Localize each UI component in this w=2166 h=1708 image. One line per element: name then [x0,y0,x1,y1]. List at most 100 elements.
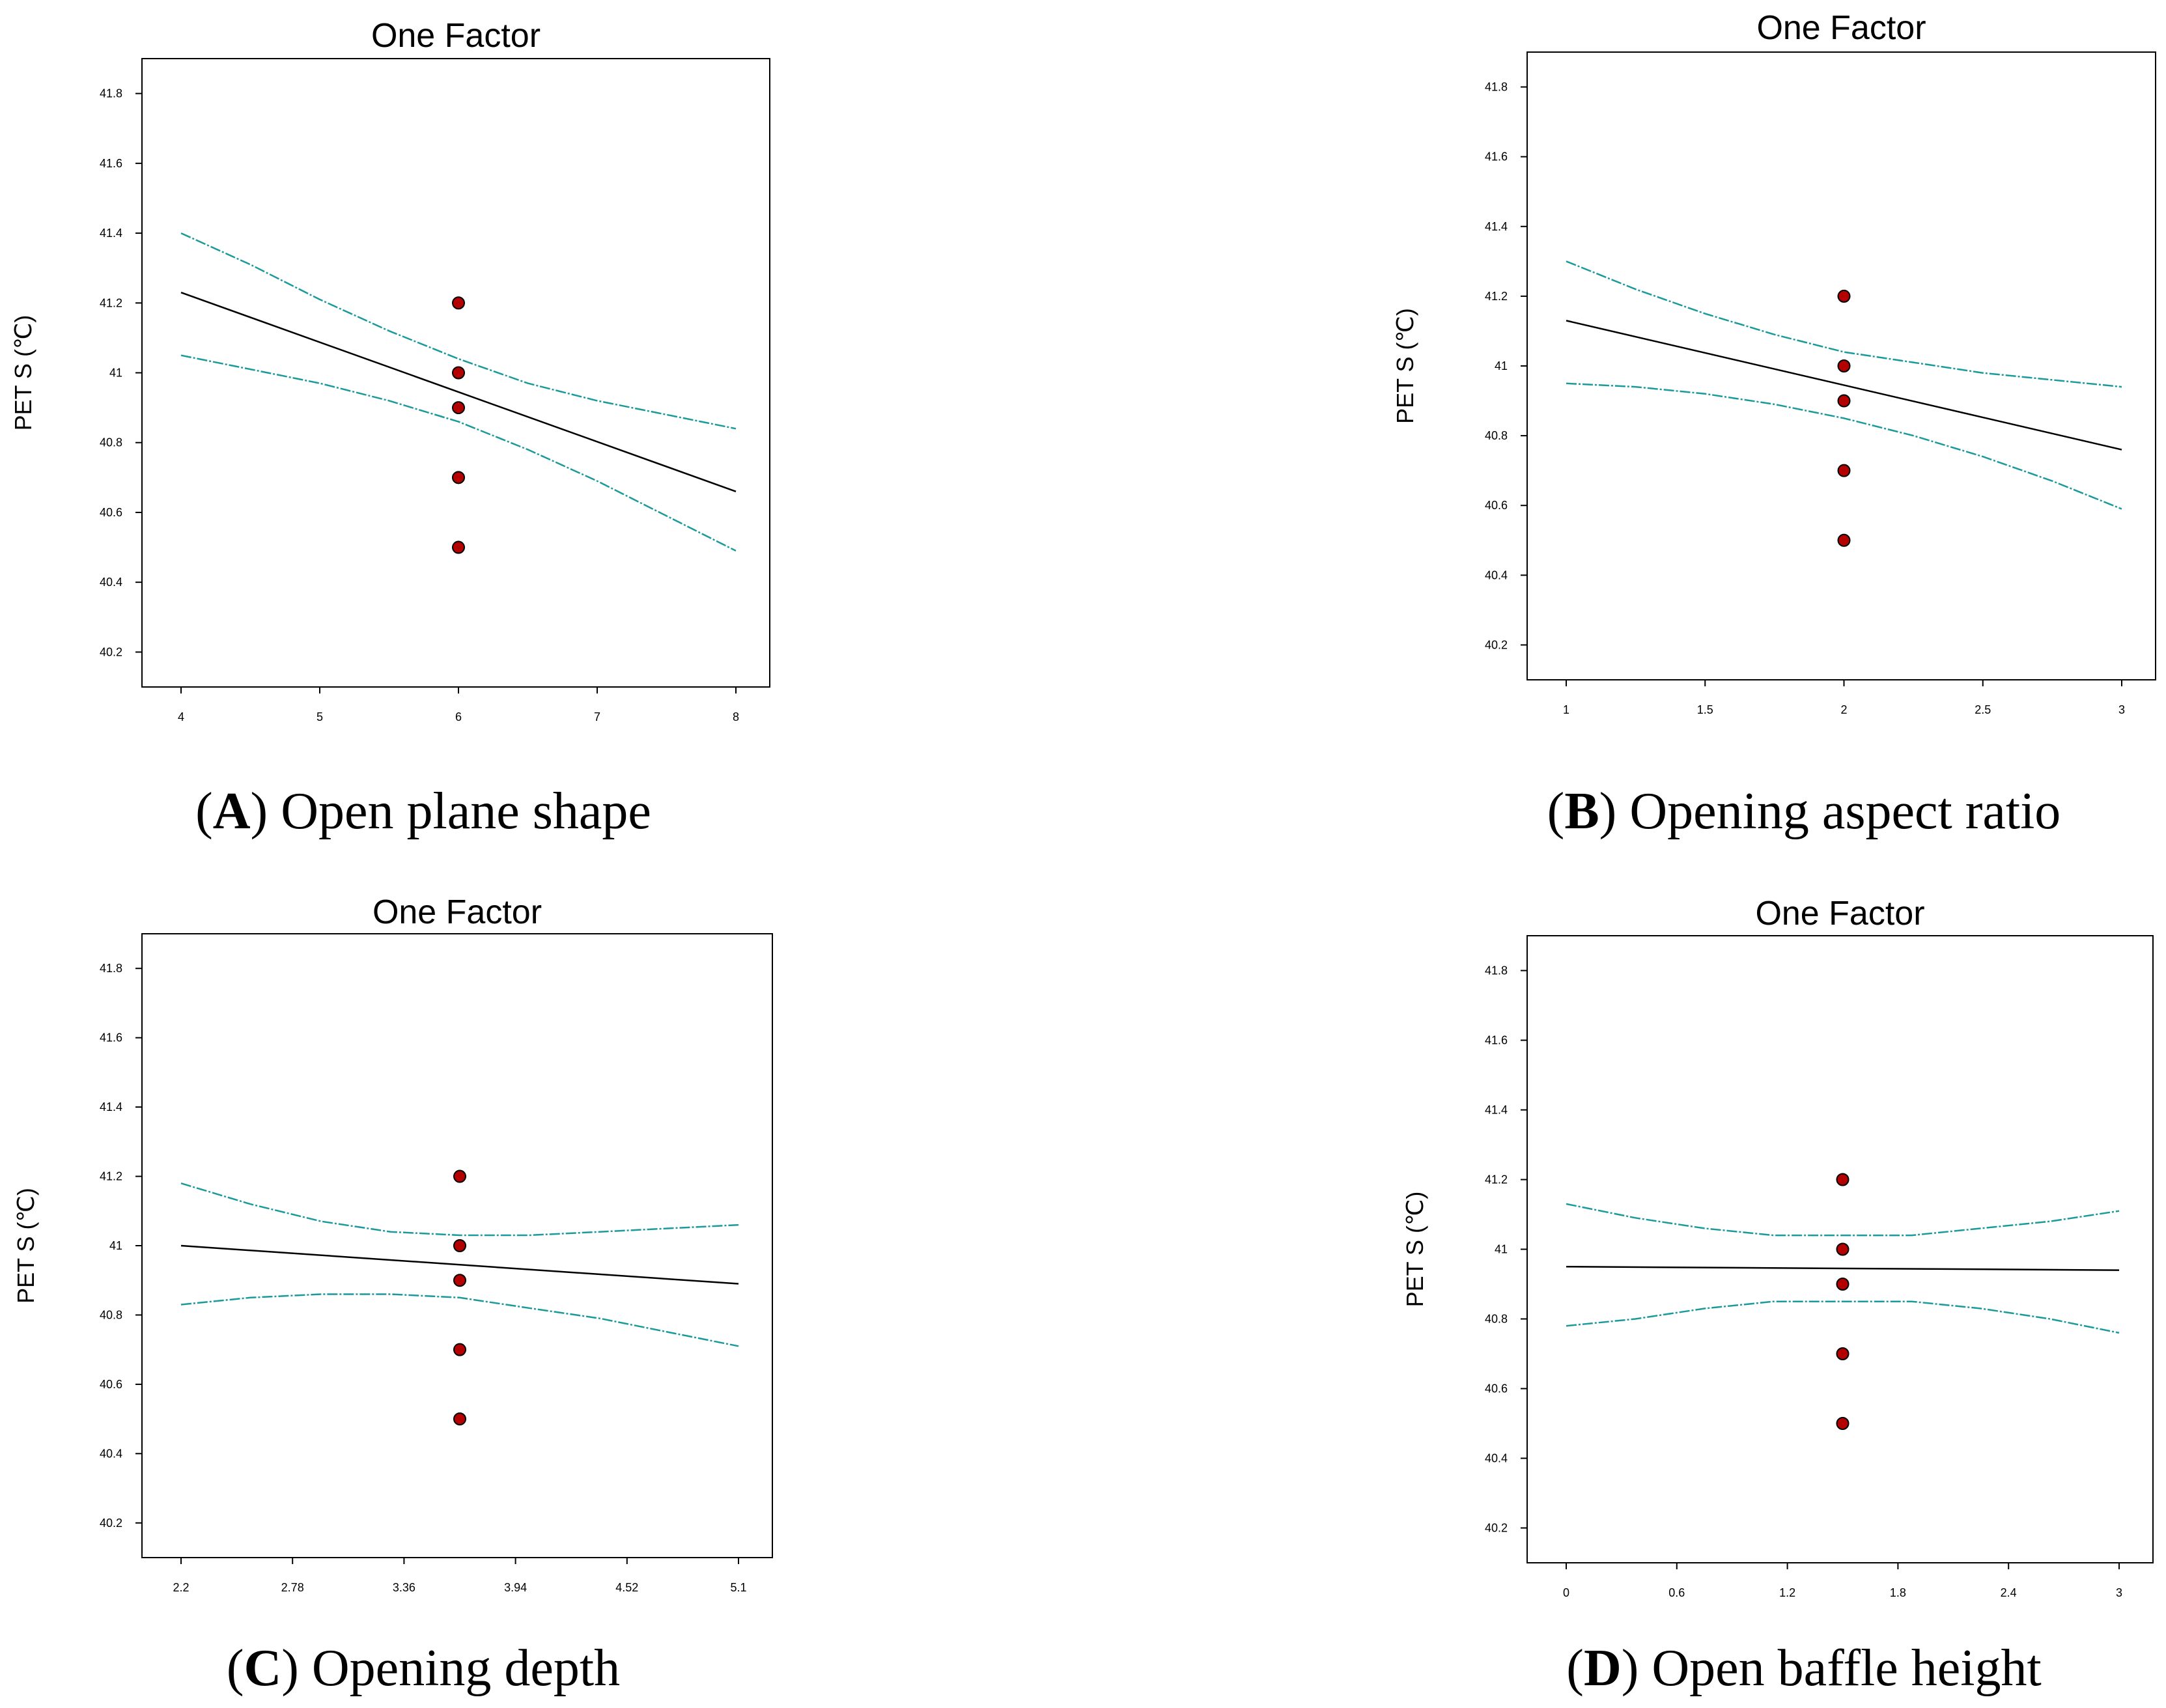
x-tick-label: 4.52 [615,1581,638,1594]
fitted-line [180,292,737,492]
y-tick-label: 40.8 [100,1308,122,1321]
caption-text: ) Opening aspect ratio [1599,783,2061,840]
y-tick-label: 40.6 [100,506,122,519]
x-tick-label: 2.78 [281,1581,304,1594]
y-tick-label: 41.6 [100,157,122,170]
x-tick-label: 7 [594,710,600,723]
y-axis-label: PET S (℃) [12,1188,39,1304]
chart-panel-a: One Factor 40.2 40.4 40.6 40.8 41 41.2 41.4 41.6… [10,17,770,840]
data-point [452,540,465,554]
data-point [452,471,465,484]
chart-panel-b: One Factor 40.2 40.4 40.6 40.8 41 41.2 41.4 41.6… [1392,9,2156,840]
y-axis-label: PET S (℃) [10,315,36,431]
lower-confidence-band [1566,382,2122,510]
data-point [453,1343,466,1356]
y-tick-label: 40.8 [100,436,122,449]
data-point [1837,533,1851,547]
data-point [452,401,465,415]
data-point [1836,1173,1850,1186]
caption-open: ( [195,783,213,840]
data-point [1837,289,1851,303]
y-tick-label: 41.4 [1485,1104,1508,1117]
y-tick-label: 40.2 [1485,1522,1508,1535]
x-tick-label: 8 [733,710,739,723]
y-tick-label: 40.6 [100,1378,122,1391]
lower-confidence-band [180,1293,739,1347]
y-tick-label: 40.4 [100,576,122,589]
caption-text: ) Opening depth [281,1640,620,1697]
x-tick-label: 1.2 [1779,1586,1795,1599]
caption-letter: D [1584,1640,1622,1697]
y-tick-label: 41.2 [100,296,122,309]
y-axis-label: PET S (℃) [1392,308,1418,424]
caption-text: ) Open plane shape [251,783,651,840]
x-tick-label: 2.5 [1975,703,1991,716]
x-tick-label: 3 [2116,1586,2122,1599]
data-point [1837,464,1851,477]
y-tick-label: 41.6 [100,1031,122,1044]
y-tick-label: 40.4 [100,1447,122,1460]
data-point [453,1239,466,1252]
chart-title: One Factor [1756,9,1926,47]
fitted-line [1566,320,2122,451]
y-tick-label: 41.4 [100,1100,122,1113]
y-tick-label: 41.8 [100,962,122,975]
y-tick-label: 40.4 [1485,1452,1508,1465]
y-tick-label: 40.4 [1485,568,1508,581]
data-point [453,1412,466,1426]
y-tick-label: 40.8 [1485,429,1508,442]
panel-caption: (A) Open plane shape [195,783,651,840]
y-tick-label: 41 [1495,359,1508,372]
y-tick-label: 41 [1495,1243,1508,1256]
y-tick-label: 41.8 [1485,964,1508,977]
x-tick-label: 2.2 [173,1581,189,1594]
y-tick-label: 40.6 [1485,499,1508,512]
data-point [1836,1347,1850,1360]
chart-title: One Factor [373,893,542,931]
panel-caption: (C) Opening depth [227,1640,620,1697]
caption-open: ( [227,1640,244,1697]
data-point [1837,394,1851,408]
caption-letter: A [213,783,251,840]
y-tick-label: 40.2 [100,645,122,658]
y-tick-label: 41 [109,367,122,380]
chart-panel-c: One Factor 40.2 40.4 40.6 40.8 41 41.2 41.4 41.6… [12,893,773,1697]
data-point [452,296,465,310]
caption-text: ) Open baffle height [1622,1640,2042,1697]
y-axis-label: PET S (℃) [1401,1192,1428,1308]
lower-confidence-band [1566,1300,2120,1334]
upper-confidence-band [1566,260,2122,388]
y-tick-label: 41.2 [1485,1173,1508,1186]
x-tick-label: 0 [1563,1586,1569,1599]
fitted-line [180,1244,739,1285]
data-point [1837,359,1851,372]
x-tick-label: 1.8 [1890,1586,1906,1599]
y-tick-label: 41.8 [100,87,122,100]
x-tick-label: 1 [1563,703,1569,716]
x-tick-label: 5 [316,710,323,723]
x-tick-label: 3 [2118,703,2125,716]
upper-confidence-band [180,1183,739,1237]
y-tick-label: 41.6 [1485,1034,1508,1047]
y-tick-label: 40.2 [100,1517,122,1530]
fitted-line [1566,1266,2120,1271]
lower-confidence-band [180,354,737,552]
y-tick-label: 40.6 [1485,1382,1508,1395]
x-tick-label: 0.6 [1668,1586,1685,1599]
panel-caption: (B) Opening aspect ratio [1547,783,2061,840]
data-point [452,366,465,380]
chart-title: One Factor [371,17,541,55]
data-point [1836,1417,1850,1430]
y-tick-label: 41.4 [100,227,122,240]
caption-letter: C [244,1640,281,1697]
x-tick-label: 3.94 [504,1581,527,1594]
x-tick-label: 3.36 [393,1581,415,1594]
y-tick-label: 40.2 [1485,638,1508,651]
caption-letter: B [1564,783,1599,840]
caption-open: ( [1547,783,1565,840]
chart-title: One Factor [1755,895,1924,932]
x-tick-label: 6 [455,710,462,723]
x-tick-label: 2.4 [2001,1586,2017,1599]
y-tick-label: 41.4 [1485,220,1508,233]
y-tick-label: 41.6 [1485,150,1508,163]
